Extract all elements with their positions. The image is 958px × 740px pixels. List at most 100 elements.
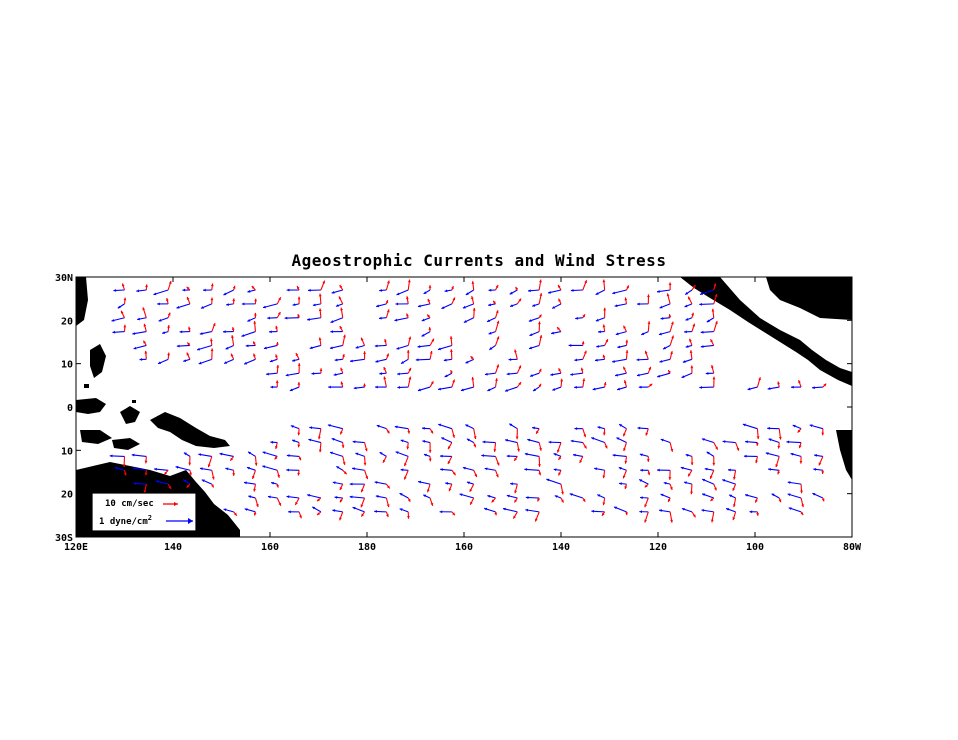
wind-stress-vector [241,331,256,337]
wind-stress-vector [331,437,343,444]
wind-stress-vector [417,386,431,392]
current-vector [428,285,432,291]
current-vector [669,321,674,332]
current-vector [339,325,344,332]
wind-stress-vector [441,303,453,310]
current-vector [298,456,302,461]
current-vector [428,442,432,453]
wind-stress-vector [132,331,147,335]
current-vector [689,338,693,346]
wind-stress-vector [484,467,496,471]
wind-stress-vector [701,508,714,513]
current-vector [342,469,348,475]
wind-stress-vector [137,317,147,321]
wind-stress-vector [489,345,496,351]
wind-stress-vector [595,317,605,322]
wind-stress-vector [575,316,583,320]
wind-stress-vector [423,289,431,295]
wind-stress-vector [311,372,321,375]
wind-stress-vector [439,510,452,514]
current-vector [274,442,278,450]
wind-stress-vector [440,468,452,471]
wind-stress-vector [112,330,125,334]
y-tick-label: 0 [67,403,73,414]
current-vector [514,349,518,360]
wind-stress-vector [554,495,562,499]
current-vector [275,325,279,332]
wind-stress-vector [374,481,387,485]
wind-stress-vector [681,372,693,379]
current-vector [383,376,387,388]
wind-stress-vector [787,493,802,499]
wind-stress-vector [660,493,671,499]
wind-stress-vector [487,494,496,499]
wind-stress-vector [765,452,780,457]
axis-ticks: 120E 140 160 180 160 140 120 100 80W30N201001020… [55,273,862,553]
y-tick-label: 30N [55,273,73,284]
wind-stress-vector [374,510,387,513]
current-vector [207,456,213,468]
current-vector [429,428,434,434]
wind-stress-vector [270,385,278,389]
current-vector [276,470,280,478]
land-mass [80,430,112,444]
wind-stress-vector [641,331,649,336]
current-vector [294,497,300,506]
wind-stress-vector [699,386,714,389]
wind-stress-vector [656,289,671,293]
wind-stress-vector [203,288,212,292]
land-mass [112,438,140,450]
wind-stress-vector [225,344,234,350]
wind-stress-vector [508,358,518,361]
land-mass [150,412,230,448]
wind-stress-vector [309,344,322,350]
current-vector [230,353,235,360]
current-vector [210,348,214,360]
current-vector [318,337,322,346]
current-vector [297,428,301,436]
wind-stress-vector [399,508,409,513]
y-tick-label: 10 [61,360,73,371]
wind-stress-vector [618,467,627,471]
wind-stress-vector [421,331,431,337]
wind-stress-vector [617,344,627,349]
current-vector [625,511,628,516]
wind-stress-vector [463,317,474,323]
current-vector [644,483,649,488]
current-vector [339,284,344,291]
wind-stress-vector [183,358,191,362]
current-vector [385,299,389,305]
current-vector [713,442,719,450]
wind-stress-vector [814,454,823,457]
wind-stress-vector [422,440,431,444]
wind-stress-vector [355,452,365,457]
wind-stress-vector [132,467,147,471]
current-vector [713,283,717,291]
current-vector [407,376,412,388]
wind-stress-vector [306,493,322,499]
current-vector [602,428,606,436]
current-vector [338,296,344,305]
current-vector [252,341,256,346]
wind-stress-vector [683,481,693,485]
current-vector [426,483,431,493]
current-vector [451,379,455,388]
wind-stress-vector [244,508,256,513]
current-vector [666,293,671,305]
wind-stress-vector [182,288,190,292]
current-vector [385,497,390,508]
current-vector [645,428,649,436]
wind-stress-vector [548,440,562,444]
current-vector [145,284,148,291]
wind-stress-vector [488,331,496,335]
current-vector [513,456,518,462]
current-vector [777,442,781,449]
current-vector [167,483,172,490]
land-mass [766,277,852,320]
current-vector [167,352,171,360]
wind-stress-vector [592,386,605,391]
current-vector [426,314,431,319]
wind-stress-vector [334,496,343,499]
wind-stress-vector [332,481,343,485]
wind-stress-vector [157,302,169,306]
